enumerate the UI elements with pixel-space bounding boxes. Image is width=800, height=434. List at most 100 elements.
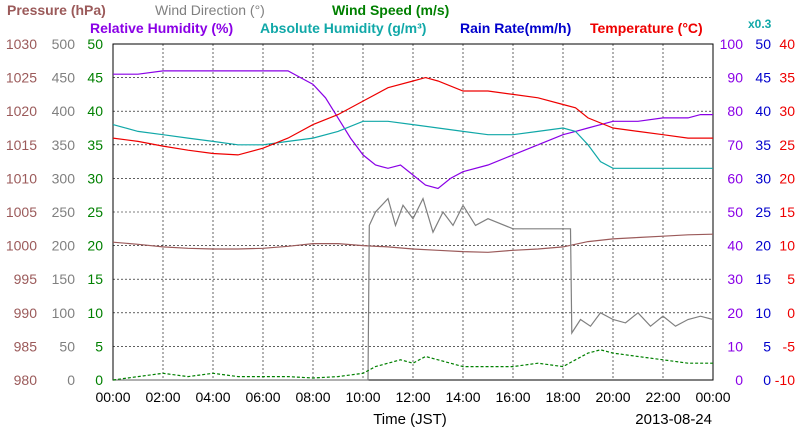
temperature-tick-label: 5 bbox=[787, 271, 795, 287]
humidity-tick-label: 70 bbox=[727, 137, 743, 153]
x-tick-label: 22:00 bbox=[645, 389, 680, 405]
wind_speed-tick-label: 25 bbox=[87, 204, 103, 220]
wind_direction-tick-label: 450 bbox=[52, 70, 76, 86]
pressure-tick-label: 1010 bbox=[6, 170, 37, 186]
wind_direction-tick-label: 300 bbox=[52, 170, 76, 186]
wind_speed-tick-label: 50 bbox=[87, 36, 103, 52]
pressure-tick-label: 980 bbox=[14, 372, 38, 388]
rain_rate-tick-label: 0 bbox=[763, 372, 771, 388]
legend-rain-rate: Rain Rate(mm/h) bbox=[460, 20, 571, 36]
x-tick-label: 12:00 bbox=[395, 389, 430, 405]
humidity-tick-label: 60 bbox=[727, 170, 743, 186]
wind_direction-tick-label: 200 bbox=[52, 238, 76, 254]
temperature-tick-label: 15 bbox=[779, 204, 795, 220]
wind_direction-tick-label: 350 bbox=[52, 137, 76, 153]
temperature-tick-label: 0 bbox=[787, 305, 795, 321]
legend-wind-direction: Wind Direction (°) bbox=[155, 2, 265, 18]
temperature-tick-label: -10 bbox=[775, 372, 795, 388]
temperature-tick-label: 20 bbox=[779, 170, 795, 186]
wind_direction-tick-label: 150 bbox=[52, 271, 76, 287]
x-tick-label: 18:00 bbox=[545, 389, 580, 405]
pressure-tick-label: 1005 bbox=[6, 204, 37, 220]
humidity-tick-label: 80 bbox=[727, 103, 743, 119]
humidity-tick-label: 100 bbox=[720, 36, 744, 52]
rain_rate-tick-label: 30 bbox=[755, 170, 771, 186]
grid-lines bbox=[113, 44, 713, 380]
temperature-tick-label: -5 bbox=[783, 338, 796, 354]
scale-note: x0.3 bbox=[748, 17, 772, 31]
x-axis-label: Time (JST) bbox=[373, 411, 447, 428]
wind_direction-tick-label: 250 bbox=[52, 204, 76, 220]
x-tick-label: 14:00 bbox=[445, 389, 480, 405]
rain_rate-tick-label: 20 bbox=[755, 238, 771, 254]
wind_direction-tick-label: 400 bbox=[52, 103, 76, 119]
x-tick-label: 08:00 bbox=[295, 389, 330, 405]
left-axes: 9809859909951000100510101015102010251030… bbox=[6, 36, 103, 388]
chart-legend: Pressure (hPa) Wind Direction (°) Wind S… bbox=[7, 2, 772, 36]
wind_direction-tick-label: 0 bbox=[67, 372, 75, 388]
pressure-tick-label: 1030 bbox=[6, 36, 37, 52]
rain_rate-tick-label: 5 bbox=[763, 338, 771, 354]
wind_direction-series-line bbox=[113, 196, 714, 381]
x-tick-label: 04:00 bbox=[195, 389, 230, 405]
x-tick-label: 16:00 bbox=[495, 389, 530, 405]
x-tick-label: 06:00 bbox=[245, 389, 280, 405]
legend-absolute-humidity: Absolute Humidity (g/m³) bbox=[260, 20, 426, 36]
legend-pressure: Pressure (hPa) bbox=[7, 2, 106, 18]
wind_speed-tick-label: 10 bbox=[87, 305, 103, 321]
wind_speed-tick-label: 30 bbox=[87, 170, 103, 186]
humidity-tick-label: 90 bbox=[727, 70, 743, 86]
humidity-tick-label: 50 bbox=[727, 204, 743, 220]
temperature-tick-label: 35 bbox=[779, 70, 795, 86]
humidity-tick-label: 30 bbox=[727, 271, 743, 287]
x-tick-label: 02:00 bbox=[145, 389, 180, 405]
pressure-series-line bbox=[112, 233, 714, 253]
temperature-tick-label: 40 bbox=[779, 36, 795, 52]
x-tick-label: 00:00 bbox=[695, 389, 730, 405]
rain_rate-tick-label: 10 bbox=[755, 305, 771, 321]
legend-relative-humidity: Relative Humidity (%) bbox=[90, 20, 233, 36]
plot-area bbox=[112, 43, 714, 381]
wind_speed-tick-label: 45 bbox=[87, 70, 103, 86]
humidity-tick-label: 40 bbox=[727, 238, 743, 254]
humidity-series-line bbox=[113, 70, 713, 190]
x-tick-label: 00:00 bbox=[95, 389, 130, 405]
x-tick-label: 20:00 bbox=[595, 389, 630, 405]
wind_speed-tick-label: 40 bbox=[87, 103, 103, 119]
humidity-tick-label: 10 bbox=[727, 338, 743, 354]
wind_speed-tick-label: 5 bbox=[95, 338, 103, 354]
temperature-tick-label: 10 bbox=[779, 238, 795, 254]
pressure-tick-label: 1020 bbox=[6, 103, 37, 119]
pressure-tick-label: 990 bbox=[14, 305, 38, 321]
rain_rate-tick-label: 35 bbox=[755, 137, 771, 153]
chart-date: 2013-08-24 bbox=[635, 411, 712, 428]
rain_rate-tick-label: 15 bbox=[755, 271, 771, 287]
pressure-tick-label: 1025 bbox=[6, 70, 37, 86]
pressure-tick-label: 985 bbox=[14, 338, 38, 354]
humidity-tick-label: 0 bbox=[735, 372, 743, 388]
legend-temperature: Temperature (°C) bbox=[590, 20, 703, 36]
pressure-tick-label: 995 bbox=[14, 271, 38, 287]
x-tick-label: 10:00 bbox=[345, 389, 380, 405]
wind_direction-tick-label: 50 bbox=[59, 338, 75, 354]
x-axis: 00:00 02:00 04:00 06:00 08:00 10:00 12:00 14:00… bbox=[95, 389, 730, 405]
pressure-tick-label: 1000 bbox=[6, 238, 37, 254]
series-layer bbox=[112, 70, 714, 381]
rain_rate-tick-label: 40 bbox=[755, 103, 771, 119]
wind_direction-tick-label: 500 bbox=[52, 36, 76, 52]
wind_speed-tick-label: 35 bbox=[87, 137, 103, 153]
wind_speed-series-line bbox=[112, 349, 713, 381]
rain_rate-tick-label: 25 bbox=[755, 204, 771, 220]
wind_speed-tick-label: 15 bbox=[87, 271, 103, 287]
legend-wind-speed: Wind Speed (m/s) bbox=[332, 2, 449, 18]
pressure-tick-label: 1015 bbox=[6, 137, 37, 153]
temperature-tick-label: 30 bbox=[779, 103, 795, 119]
rain_rate-tick-label: 45 bbox=[755, 70, 771, 86]
right-axes: 0102030405060708090100051015202530354045… bbox=[720, 36, 796, 388]
humidity-series-line bbox=[112, 120, 713, 169]
rain_rate-tick-label: 50 bbox=[755, 36, 771, 52]
wind_speed-tick-label: 20 bbox=[87, 238, 103, 254]
wind_direction-tick-label: 100 bbox=[52, 305, 76, 321]
temperature-series-line bbox=[112, 76, 713, 156]
